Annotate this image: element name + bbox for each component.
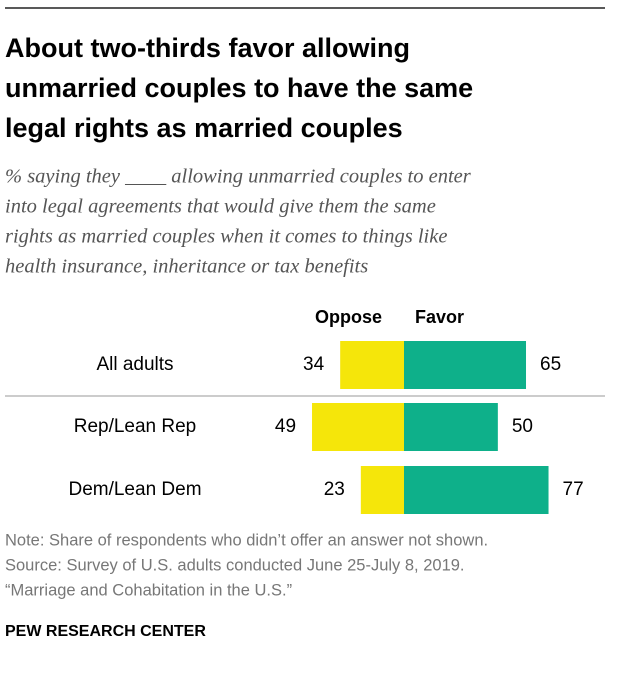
chart-subtitle: rights as married couples when it comes …: [5, 226, 447, 248]
note: “Marriage and Cohabitation in the U.S.”: [5, 581, 292, 599]
chart-subtitle: % saying they ____ allowing unmarried co…: [5, 166, 472, 188]
chart-title: About two-thirds favor allowing: [5, 33, 410, 63]
value-label: 34: [303, 354, 325, 375]
chart-title: unmarried couples to have the same: [5, 73, 473, 103]
value-label: 50: [512, 416, 533, 437]
chart-subtitle: health insurance, inheritance or tax ben…: [5, 256, 368, 278]
category-label: All adults: [96, 354, 173, 375]
chart-title: legal rights as married couples: [5, 113, 403, 143]
legend-label: Favor: [415, 307, 464, 327]
footer: PEW RESEARCH CENTER: [5, 623, 206, 640]
note: Source: Survey of U.S. adults conducted …: [5, 556, 465, 574]
legend-label: Oppose: [315, 307, 382, 327]
chart-subtitle: into legal agreements that would give th…: [5, 196, 436, 218]
value-label: 65: [540, 354, 561, 375]
bar: [404, 341, 527, 389]
category-label: Dem/Lean Dem: [68, 479, 201, 500]
bar: [360, 466, 404, 514]
bar: [404, 466, 549, 514]
value-label: 77: [563, 479, 584, 500]
note: Note: Share of respondents who didn’t of…: [5, 531, 488, 549]
bar: [340, 341, 404, 389]
bar: [404, 403, 498, 451]
category-label: Rep/Lean Rep: [74, 416, 197, 437]
bar: [312, 403, 404, 451]
value-label: 23: [324, 479, 345, 500]
value-label: 49: [275, 416, 296, 437]
